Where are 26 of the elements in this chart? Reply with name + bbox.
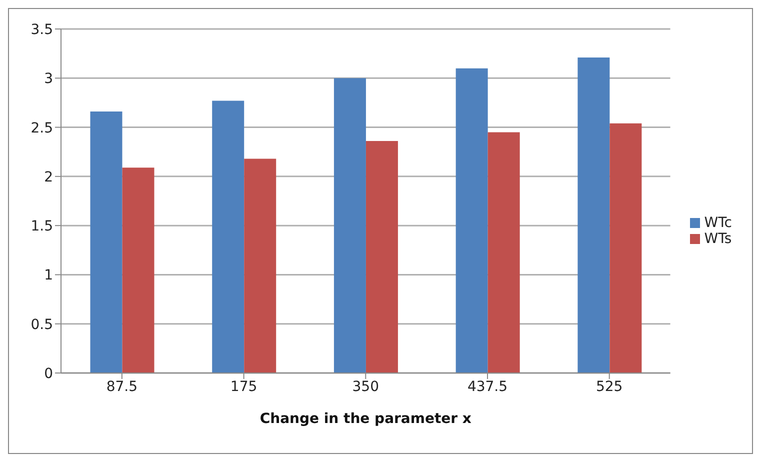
x-tick-label: 525 bbox=[596, 378, 623, 395]
bar bbox=[366, 141, 398, 373]
legend-label: WTc bbox=[704, 215, 732, 231]
bar bbox=[456, 68, 488, 373]
y-tick-label: 0.5 bbox=[30, 316, 53, 333]
y-tick-label: 0 bbox=[44, 366, 53, 382]
legend-label: WTs bbox=[704, 231, 732, 247]
y-tick-label: 1.5 bbox=[30, 218, 53, 235]
bar bbox=[334, 78, 366, 373]
y-tick-label: 3 bbox=[44, 71, 53, 88]
bar bbox=[90, 112, 122, 373]
y-tick-label: 2.5 bbox=[30, 120, 53, 136]
bar bbox=[244, 158, 276, 373]
bar bbox=[578, 58, 610, 373]
bar bbox=[122, 168, 154, 373]
bar bbox=[610, 123, 642, 373]
y-tick-label: 2 bbox=[44, 169, 53, 186]
y-tick-label: 1 bbox=[44, 268, 53, 284]
x-axis-title: Change in the parameter x bbox=[260, 411, 472, 427]
x-tick-label: 350 bbox=[352, 378, 380, 395]
bar bbox=[212, 100, 244, 373]
bar bbox=[488, 132, 520, 373]
x-tick-label: 437.5 bbox=[467, 378, 508, 395]
x-tick-label: 175 bbox=[230, 378, 258, 395]
x-tick-label: 87.5 bbox=[106, 378, 138, 395]
y-tick-label: 3.5 bbox=[30, 22, 53, 38]
